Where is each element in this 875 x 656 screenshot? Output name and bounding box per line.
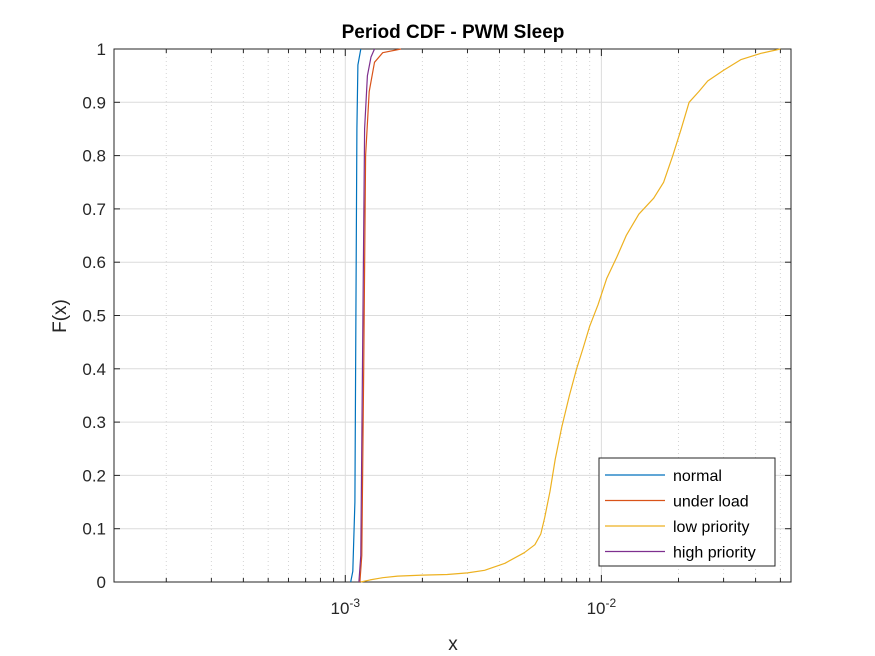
x-tick-label: 10-2 [587,596,617,618]
legend-label: under load [673,494,749,511]
series-line-under-load [359,48,402,583]
legend-label: normal [673,468,722,485]
y-tick-label: 0.6 [82,253,106,272]
y-tick-label: 0.8 [82,147,106,166]
y-tick-label: 0.4 [82,360,106,379]
y-tick-label: 0.3 [82,413,106,432]
y-tick-label: 0.5 [82,307,106,326]
x-tick-label: 10-3 [330,596,360,618]
series-line-low-priority [360,48,781,583]
legend-label: high priority [673,545,756,562]
y-tick-label: 0.2 [82,466,106,485]
y-tick-label: 0.1 [82,520,106,539]
legend-label: low priority [673,519,749,536]
y-tick-label: 1 [97,40,106,59]
series-line-normal [350,48,362,583]
y-tick-label: 0.7 [82,200,106,219]
plot-area: 0 0.1 0.2 0.3 0.4 0.5 0.6 0.7 0.8 0.9 1 10-3 10-2 nor… [82,40,792,618]
y-tick-label: 0.9 [82,93,106,112]
chart-title: Period CDF - PWM Sleep [342,22,565,43]
series-line-high-priority [358,48,376,583]
y-axis-label: F(x) [50,299,71,333]
legend-box [598,457,776,567]
y-tick-label: 0 [97,573,106,592]
x-axis-label: x [448,634,458,655]
